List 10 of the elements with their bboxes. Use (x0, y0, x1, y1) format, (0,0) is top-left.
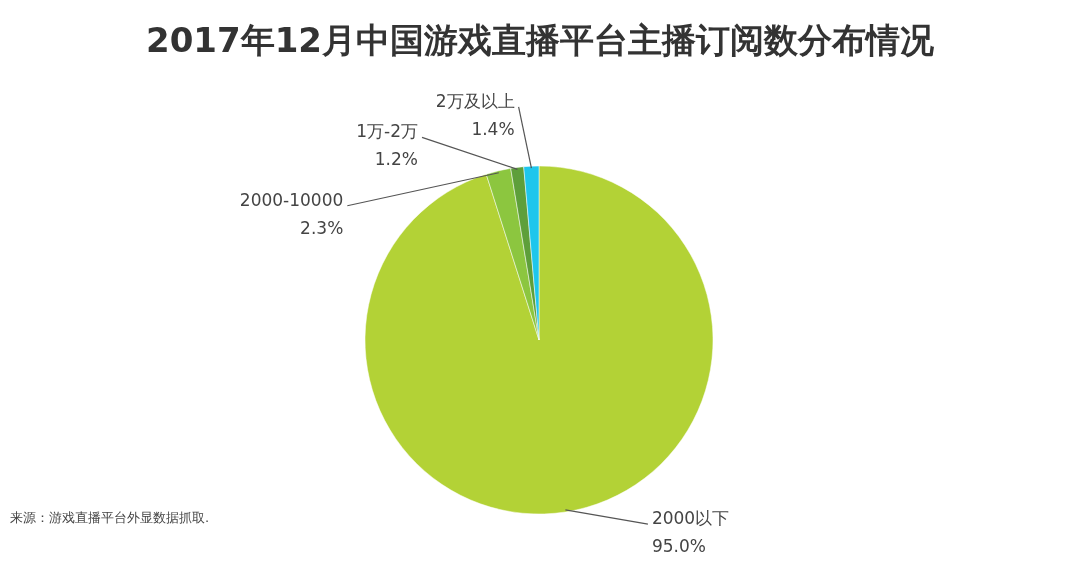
data-label: 95.0% (651, 536, 706, 557)
data-label: 2.3% (300, 217, 344, 238)
slice-label: 2万及以上 (435, 90, 515, 111)
slice-label: 2000以下 (651, 508, 730, 529)
data-label: 1.4% (471, 118, 515, 139)
chart-title: 2017年12月中国游戏直播平台主播订阅数分布情况 (146, 20, 935, 60)
data-label: 1.2% (374, 149, 418, 170)
slice-label: 1万-2万 (356, 121, 418, 142)
source-note: 来源：游戏直播平台外显数据抓取. (10, 510, 210, 525)
slice-label: 2000-10000 (239, 189, 344, 210)
